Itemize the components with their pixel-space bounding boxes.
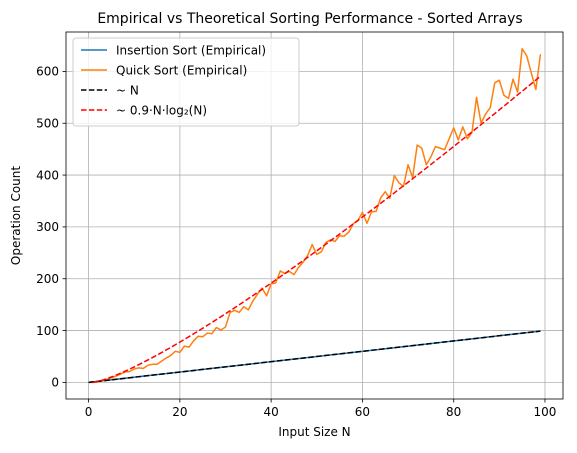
x-tick-label: 80 bbox=[446, 405, 461, 419]
series-line-0-9-n-log-n bbox=[93, 75, 541, 384]
y-axis-label: Operation Count bbox=[9, 166, 23, 265]
x-tick-label: 20 bbox=[172, 405, 187, 419]
series-line-n bbox=[88, 330, 541, 384]
y-tick-label: 200 bbox=[36, 272, 59, 286]
series-line-quick-sort-empirical bbox=[88, 47, 542, 384]
x-tick-label: 100 bbox=[534, 405, 557, 419]
y-tick-label: 100 bbox=[36, 324, 59, 338]
x-tick-label: 60 bbox=[355, 405, 370, 419]
legend: Insertion Sort (Empirical) Quick Sort (Em… bbox=[72, 37, 300, 127]
plot-frame bbox=[65, 31, 564, 400]
legend-label: Quick Sort (Empirical) bbox=[116, 63, 247, 77]
legend-label: ~ 0.9·N·log₂(N) bbox=[116, 103, 207, 117]
ticks: 0 20 40 60 80 100 0 100 200 300 400 500 600 bbox=[36, 65, 556, 419]
y-tick-label: 500 bbox=[36, 117, 59, 131]
y-tick-label: 300 bbox=[36, 220, 59, 234]
legend-label: Insertion Sort (Empirical) bbox=[116, 43, 266, 57]
chart-title: Empirical vs Theoretical Sorting Perform… bbox=[97, 11, 522, 27]
legend-label: ~ N bbox=[116, 83, 139, 97]
x-tick-label: 40 bbox=[264, 405, 279, 419]
y-tick-label: 0 bbox=[51, 376, 59, 390]
y-tick-label: 400 bbox=[36, 168, 59, 182]
y-tick-label: 600 bbox=[36, 65, 59, 79]
legend-box bbox=[72, 37, 300, 127]
x-axis-label: Input Size N bbox=[278, 425, 350, 439]
series-layer bbox=[88, 47, 542, 384]
x-tick-label: 0 bbox=[85, 405, 93, 419]
